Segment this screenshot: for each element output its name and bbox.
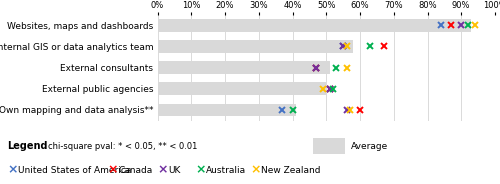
Text: ×: ×	[108, 164, 118, 177]
Text: ×: ×	[158, 164, 168, 177]
Text: United States of America: United States of America	[18, 166, 132, 175]
Text: ×: ×	[195, 164, 205, 177]
Text: UK: UK	[168, 166, 181, 175]
Text: Average: Average	[351, 142, 388, 151]
Bar	[158, 40, 353, 53]
Bar	[158, 19, 471, 32]
Bar	[158, 61, 330, 74]
Text: Canada: Canada	[118, 166, 153, 175]
Bar	[158, 82, 326, 95]
Text: Legend: Legend	[8, 141, 48, 151]
Text: chi-square pval: * < 0.05, ** < 0.01: chi-square pval: * < 0.05, ** < 0.01	[48, 142, 197, 151]
Bar	[158, 104, 296, 116]
Text: ×: ×	[8, 164, 18, 177]
Text: ×: ×	[250, 164, 260, 177]
Text: Australia: Australia	[206, 166, 246, 175]
Text: New Zealand: New Zealand	[261, 166, 320, 175]
